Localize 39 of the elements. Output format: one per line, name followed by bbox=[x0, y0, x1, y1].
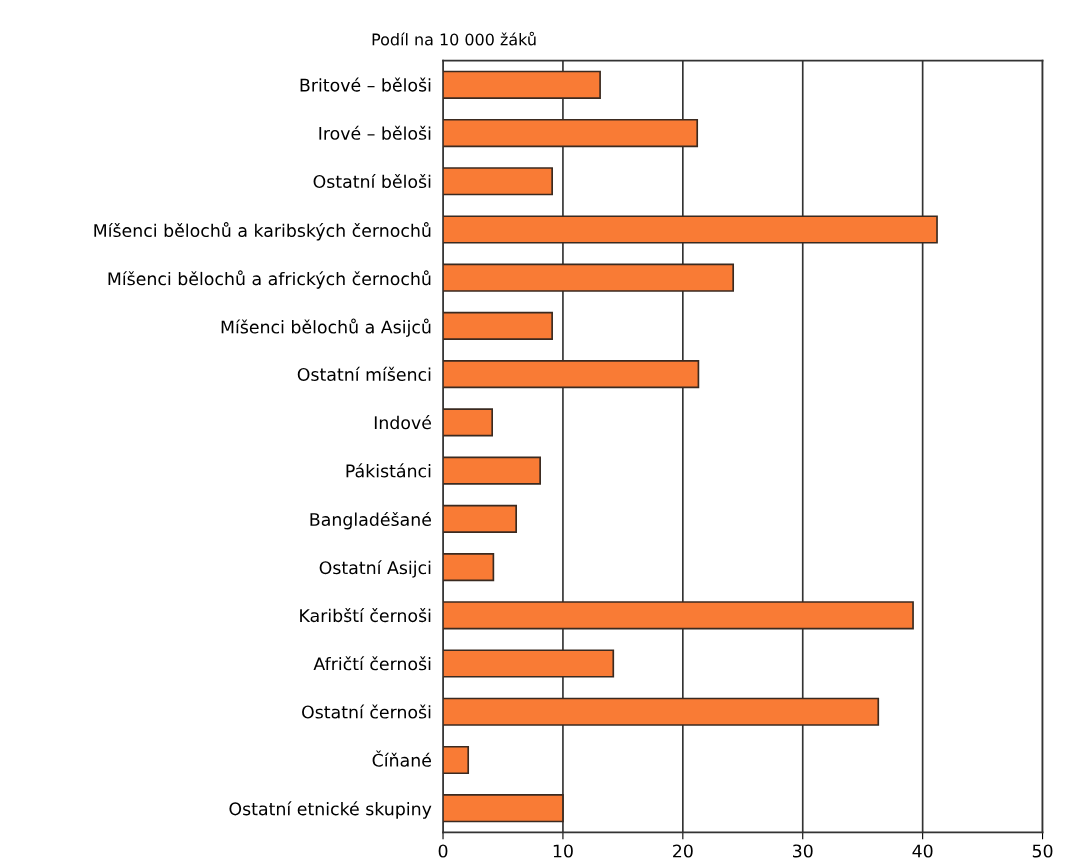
y-tick-label: Ostatní Asijci bbox=[319, 560, 431, 578]
bar bbox=[443, 311, 553, 341]
y-tick-label: Ostatní běloši bbox=[313, 173, 431, 189]
bar bbox=[443, 504, 518, 533]
x-axis-title: Podíl na 10 000 žáků bbox=[372, 31, 536, 46]
y-tick-label: Bangladéšané bbox=[310, 511, 431, 530]
y-tick-label: Míšenci bělochů a Asijců bbox=[221, 318, 431, 337]
x-tick-label: 40 bbox=[912, 844, 933, 858]
bar bbox=[443, 118, 699, 148]
y-tick-label: Míšenci bělochů a karibských černochů bbox=[94, 222, 431, 241]
y-tick-label: Ostatní etnické skupiny bbox=[229, 801, 432, 819]
x-tick-label: 50 bbox=[1032, 844, 1053, 858]
y-tick-label: Indové bbox=[374, 415, 431, 430]
y-tick-label: Afričtí černoši bbox=[313, 656, 431, 671]
y-tick-label: Pákistánci bbox=[346, 463, 431, 478]
x-tick-label: 20 bbox=[673, 844, 693, 858]
bar bbox=[443, 649, 615, 678]
bar bbox=[443, 697, 880, 726]
bar bbox=[443, 70, 601, 99]
x-tick-label: 0 bbox=[438, 844, 448, 858]
y-tick-label: Karibští černoši bbox=[300, 608, 431, 623]
bar bbox=[443, 552, 495, 582]
y-tick-label: Míšenci bělochů a afrických černochů bbox=[108, 270, 431, 289]
bar bbox=[443, 408, 494, 437]
y-tick-label: Ostatní černoši bbox=[302, 704, 431, 719]
x-tick-label: 10 bbox=[553, 844, 573, 858]
bar bbox=[443, 263, 735, 292]
bar bbox=[443, 794, 564, 823]
y-tick-label: Ostatní míšenci bbox=[297, 366, 431, 382]
y-tick-label: Číňané bbox=[372, 750, 431, 767]
bar bbox=[443, 360, 700, 389]
bar bbox=[443, 456, 541, 485]
bar bbox=[443, 601, 914, 630]
bar bbox=[443, 215, 938, 244]
bar bbox=[443, 167, 553, 196]
y-tick-label: Irové – běloši bbox=[319, 125, 431, 140]
bar bbox=[443, 745, 470, 775]
y-tick-label: Britové – běloši bbox=[300, 77, 431, 92]
x-tick-label: 30 bbox=[793, 844, 813, 858]
